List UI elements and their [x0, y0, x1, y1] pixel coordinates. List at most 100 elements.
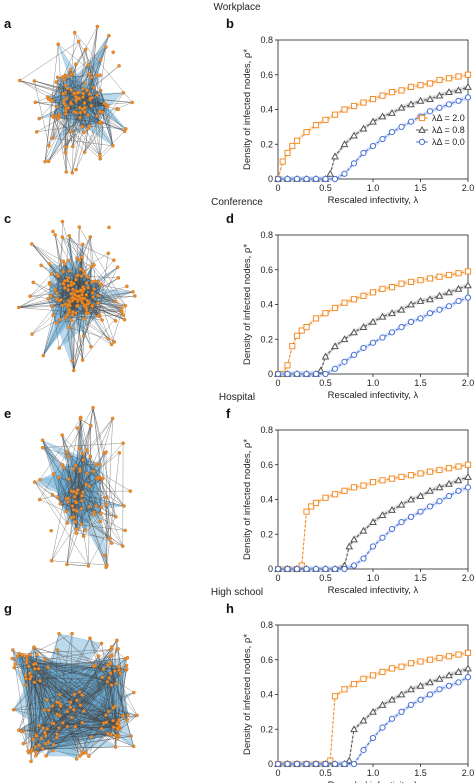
node: [116, 647, 120, 651]
data-point: [379, 724, 386, 731]
data-point: [350, 725, 358, 733]
data-point: [322, 175, 329, 183]
node: [37, 497, 42, 502]
node: [77, 225, 82, 229]
edge: [73, 477, 99, 511]
node: [135, 713, 139, 718]
node: [98, 156, 102, 161]
node: [84, 281, 89, 285]
data-point: [350, 328, 358, 336]
data-point: [426, 503, 434, 510]
node: [72, 30, 77, 35]
data-point: [455, 679, 462, 686]
edge: [47, 728, 108, 734]
edge: [105, 452, 108, 566]
node: [34, 734, 39, 738]
edge: [100, 90, 105, 104]
data-point: [303, 175, 310, 183]
node: [61, 269, 66, 274]
node: [79, 522, 83, 526]
edge: [92, 407, 117, 517]
data-point: [407, 660, 415, 667]
edge: [35, 662, 111, 664]
data-point: [398, 280, 405, 287]
data-point: [379, 334, 386, 341]
edge: [31, 304, 66, 335]
node: [64, 112, 68, 116]
node: [57, 346, 61, 350]
node: [84, 306, 89, 311]
data-point: [407, 83, 415, 91]
edge: [62, 237, 83, 258]
edge: [51, 417, 81, 561]
edge: [57, 492, 77, 498]
node: [92, 512, 96, 517]
edge: [52, 665, 96, 707]
node: [69, 715, 74, 720]
node: [80, 693, 84, 697]
edge: [65, 112, 81, 153]
data-point: [331, 565, 339, 573]
node: [96, 475, 100, 480]
node: [43, 733, 48, 738]
edge: [49, 274, 58, 283]
node: [65, 709, 70, 714]
edge: [98, 281, 100, 317]
data-point: [322, 565, 329, 573]
edge: [52, 103, 65, 139]
node: [23, 683, 28, 687]
node: [87, 72, 91, 76]
node: [99, 283, 103, 287]
node: [43, 742, 48, 746]
edge: [92, 407, 103, 479]
node: [31, 737, 35, 742]
node: [96, 301, 100, 305]
node: [109, 683, 114, 687]
data-point: [350, 484, 358, 491]
node: [55, 732, 59, 736]
node: [71, 508, 76, 512]
data-point: [445, 682, 453, 689]
data-point: [331, 365, 339, 372]
network-panel-label: c: [4, 211, 11, 226]
edge: [84, 107, 125, 132]
node: [89, 264, 94, 269]
edge: [36, 692, 134, 737]
data-point: [445, 288, 453, 296]
node: [87, 92, 92, 96]
edge: [67, 306, 87, 314]
node: [61, 259, 66, 263]
edge: [70, 320, 73, 361]
node: [50, 136, 55, 140]
edge: [24, 655, 37, 736]
data-point: [369, 289, 377, 296]
edge: [31, 243, 64, 262]
edge: [29, 678, 53, 724]
node: [57, 726, 61, 730]
data-point: [350, 102, 358, 110]
edge: [100, 513, 123, 547]
edge: [75, 104, 106, 170]
data-point: [360, 149, 367, 157]
node: [32, 480, 37, 484]
edge: [66, 505, 97, 524]
edge: [69, 235, 95, 265]
node: [121, 441, 125, 446]
node: [133, 294, 137, 298]
node: [82, 709, 86, 713]
node: [51, 313, 55, 317]
node: [85, 88, 89, 93]
edge: [69, 235, 83, 258]
node: [86, 113, 90, 117]
panel-3: Hospital e f 0 0.5 1.0 1.5 2.0 0 0.2 0.4 0.6 0.8 Resc…: [4, 392, 474, 596]
x-tick-label: 2.0: [462, 378, 474, 388]
edge: [19, 649, 112, 654]
edge: [39, 499, 67, 512]
node: [121, 713, 125, 718]
edge: [64, 263, 74, 284]
edge: [70, 77, 92, 91]
data-point: [445, 492, 453, 500]
y-tick-label: 0.4: [260, 105, 273, 115]
node: [89, 75, 93, 80]
node: [98, 153, 102, 157]
